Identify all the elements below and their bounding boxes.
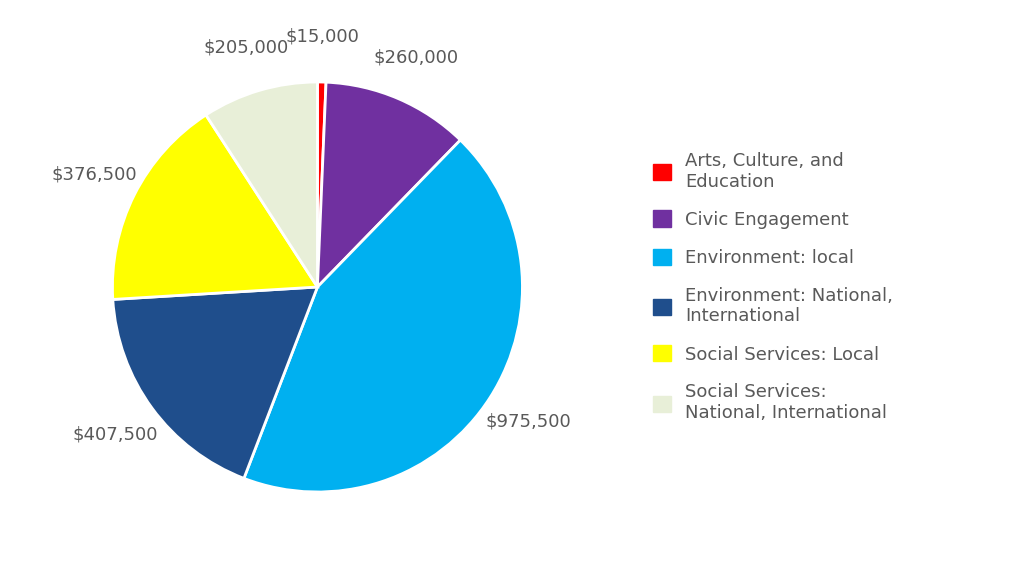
Legend: Arts, Culture, and
Education, Civic Engagement, Environment: local, Environment:: Arts, Culture, and Education, Civic Enga… [644, 143, 902, 431]
Text: $260,000: $260,000 [374, 48, 459, 67]
Text: $205,000: $205,000 [204, 38, 289, 56]
Text: $15,000: $15,000 [286, 28, 359, 46]
Wedge shape [113, 287, 317, 478]
Wedge shape [244, 140, 522, 492]
Wedge shape [206, 82, 317, 287]
Wedge shape [317, 82, 326, 287]
Text: $376,500: $376,500 [51, 165, 137, 183]
Wedge shape [317, 82, 461, 287]
Text: $407,500: $407,500 [73, 426, 159, 444]
Text: $975,500: $975,500 [485, 413, 571, 431]
Wedge shape [113, 115, 317, 300]
